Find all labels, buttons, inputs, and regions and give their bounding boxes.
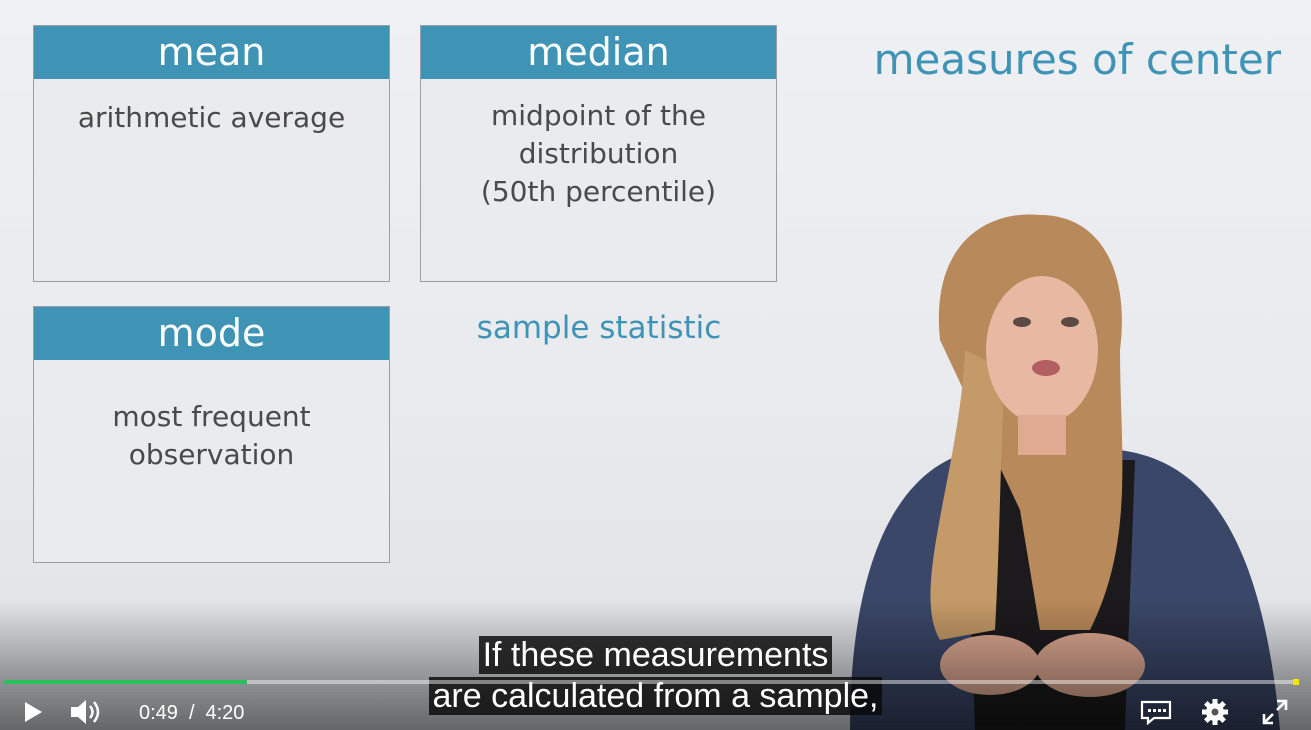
caption-line-2: are calculated from a sample,: [0, 677, 1311, 716]
median-card-body: midpoint of the distribution (50th perce…: [480, 99, 717, 208]
volume-icon: [71, 700, 100, 724]
settings-button[interactable]: [1198, 697, 1232, 727]
progress-played: [4, 680, 248, 684]
fullscreen-button[interactable]: [1258, 697, 1292, 727]
control-bar: 0:49 / 4:20: [0, 690, 1311, 730]
progress-end-marker: [1293, 679, 1299, 685]
mode-card-body: most frequent observation: [112, 400, 311, 471]
time-display: 0:49 / 4:20: [139, 702, 244, 725]
volume-button[interactable]: [68, 697, 104, 727]
captions-icon: [1140, 700, 1172, 725]
median-card: median midpoint of the distribution (50t…: [420, 25, 777, 282]
caption-line-1: If these measurements: [0, 636, 1311, 675]
progress-bar[interactable]: [4, 679, 1299, 685]
play-icon: [25, 702, 42, 722]
mean-card-body: arithmetic average: [77, 101, 346, 134]
play-button[interactable]: [18, 698, 48, 726]
caption-line-1-text: If these measurements: [478, 636, 833, 674]
mode-card-heading: mode: [34, 307, 389, 360]
time-separator: /: [188, 702, 195, 724]
slide-title: measures of center: [873, 35, 1281, 84]
mode-card: mode most frequent observation: [33, 306, 390, 563]
caption-line-2-text: are calculated from a sample,: [428, 677, 883, 715]
median-card-heading: median: [421, 26, 776, 79]
fullscreen-icon: [1262, 699, 1288, 725]
mean-card-heading: mean: [34, 26, 389, 79]
mean-card: mean arithmetic average: [33, 25, 390, 282]
captions-button[interactable]: [1138, 697, 1174, 727]
duration: 4:20: [205, 702, 245, 724]
current-time: 0:49: [139, 702, 178, 724]
settings-icon: [1202, 699, 1228, 725]
sample-statistic-label: sample statistic: [476, 310, 722, 346]
